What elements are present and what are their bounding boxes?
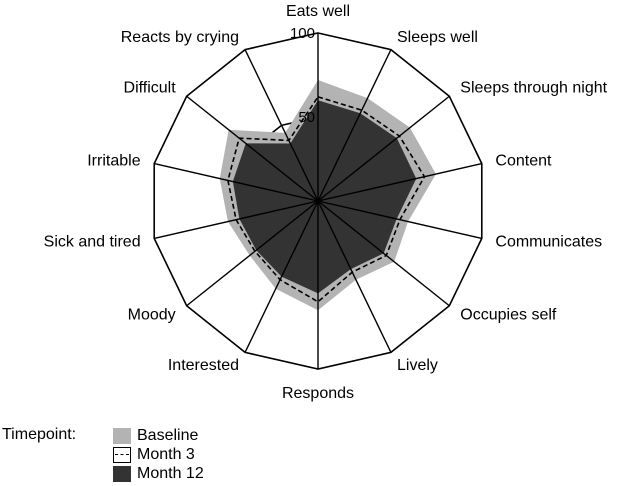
tick-label-50: 50 — [298, 109, 315, 126]
spoke-sick-and-tired — [154, 200, 319, 240]
spoke-sleeps-well — [317, 49, 392, 202]
spoke-communicates — [317, 200, 482, 240]
axis-label-sleeps-well: Sleeps well — [397, 29, 478, 46]
radar-spokes — [154, 33, 482, 369]
radar-chart: Eats well Sleeps well Sleeps through night… — [44, 3, 608, 402]
axis-label-lively: Lively — [397, 357, 438, 374]
spoke-reacts-by-crying — [244, 49, 319, 202]
radar-axis-labels: Eats well Sleeps well Sleeps through night… — [44, 3, 608, 402]
axis-label-content: Content — [495, 153, 552, 170]
tick-label-100: 100 — [290, 25, 315, 42]
legend-item-baseline: Baseline — [113, 427, 198, 445]
axis-label-responds: Responds — [282, 385, 354, 402]
spoke-difficult — [186, 95, 319, 202]
legend-swatch-baseline — [113, 428, 131, 444]
legend-title: Timepoint: — [2, 426, 77, 443]
spoke-irritable — [154, 162, 319, 202]
axis-label-occupies-self: Occupies self — [460, 307, 557, 324]
spoke-moody — [186, 200, 319, 307]
axis-label-moody: Moody — [128, 307, 176, 324]
spoke-sleeps-through-night — [317, 95, 450, 202]
axis-label-interested: Interested — [168, 357, 239, 374]
series-month-3 — [227, 95, 426, 303]
legend-label-month3: Month 3 — [137, 446, 195, 463]
axis-label-sick-and-tired: Sick and tired — [44, 234, 141, 251]
series-month-12 — [232, 100, 417, 294]
legend-swatch-month3 — [113, 447, 131, 463]
axis-label-reacts-by-crying: Reacts by crying — [121, 29, 239, 46]
spoke-content — [317, 162, 482, 202]
legend-item-month3: Month 3 — [113, 446, 195, 464]
axis-label-irritable: Irritable — [87, 153, 140, 170]
radar-ticks: 50 100 — [290, 25, 315, 126]
axis-label-sleeps-through-night: Sleeps through night — [460, 80, 607, 97]
legend-swatch-month12 — [113, 466, 131, 482]
legend-item-month12: Month 12 — [113, 465, 204, 483]
legend: Timepoint: Baseline Month 3 Month 12 — [0, 424, 260, 484]
axis-label-communicates: Communicates — [495, 234, 602, 251]
axis-label-eats-well: Eats well — [286, 3, 350, 20]
spoke-lively — [317, 200, 392, 353]
spoke-occupies-self — [317, 200, 450, 307]
legend-label-baseline: Baseline — [137, 427, 199, 444]
axis-label-difficult: Difficult — [124, 80, 177, 97]
spoke-interested — [244, 200, 319, 353]
legend-label-month12: Month 12 — [137, 465, 204, 482]
